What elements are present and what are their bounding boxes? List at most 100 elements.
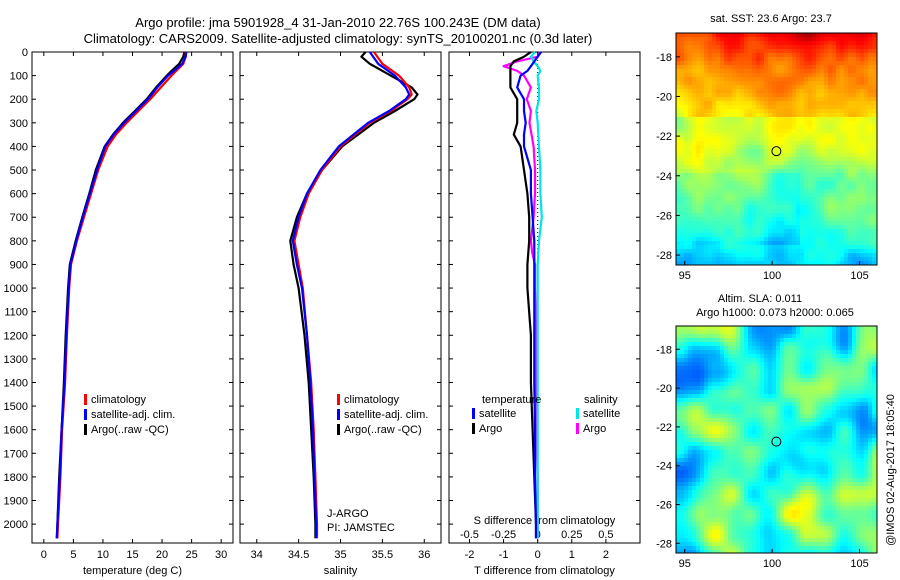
heatmap-cell [740,33,744,37]
heatmap-cell [792,169,796,173]
heatmap-cell [824,378,828,382]
heatmap-cell [836,386,840,390]
heatmap-cell [824,125,828,129]
heatmap-cell [732,53,736,57]
heatmap-cell [820,77,824,81]
heatmap-cell [680,390,684,394]
heatmap-cell [740,426,744,430]
heatmap-cell [816,157,820,161]
heatmap-cell [788,362,792,366]
heatmap-cell [856,161,860,165]
heatmap-cell [832,253,836,257]
sla_map-heatmap-cells [676,326,877,553]
heatmap-cell [752,37,756,41]
heatmap-cell [804,422,808,426]
heatmap-cell [768,213,772,217]
heatmap-cell [852,430,856,434]
heatmap-cell [688,354,692,358]
heatmap-cell [772,338,776,342]
heatmap-cell [760,261,764,265]
temperature-legend-label: Argo(..raw -QC) [91,424,169,436]
heatmap-cell [700,450,704,454]
heatmap-cell [768,430,772,434]
heatmap-cell [816,77,820,81]
heatmap-cell [856,141,860,145]
heatmap-cell [792,81,796,85]
heatmap-cell [832,73,836,77]
heatmap-cell [728,37,732,41]
heatmap-cell [744,438,748,442]
heatmap-cell [760,189,764,193]
heatmap-cell [708,237,712,241]
heatmap-cell [728,197,732,201]
heatmap-cell [828,161,832,165]
heatmap-cell [848,105,852,109]
heatmap-cell [704,181,708,185]
heatmap-cell [820,386,824,390]
heatmap-cell [832,213,836,217]
heatmap-cell [796,125,800,129]
heatmap-cell [776,374,780,378]
heatmap-cell [812,326,816,330]
heatmap-cell [788,189,792,193]
heatmap-cell [776,338,780,342]
heatmap-cell [760,37,764,41]
heatmap-cell [812,133,816,137]
heatmap-cell [836,253,840,257]
heatmap-cell [752,57,756,61]
heatmap-cell [840,137,844,141]
heatmap-cell [872,362,876,366]
heatmap-cell [676,185,680,189]
heatmap-cell [736,454,740,458]
heatmap-cell [872,358,876,362]
heatmap-cell [732,422,736,426]
heatmap-cell [712,394,716,398]
heatmap-cell [768,61,772,65]
heatmap-cell [768,245,772,249]
heatmap-cell [696,177,700,181]
heatmap-cell [736,430,740,434]
heatmap-cell [716,398,720,402]
heatmap-cell [824,77,828,81]
heatmap-cell [700,53,704,57]
heatmap-cell [820,85,824,89]
heatmap-cell [708,402,712,406]
heatmap-cell [852,378,856,382]
heatmap-cell [692,145,696,149]
heatmap-cell [816,374,820,378]
heatmap-cell [732,334,736,338]
heatmap-cell [852,454,856,458]
heatmap-cell [844,261,848,265]
heatmap-cell [844,398,848,402]
heatmap-cell [676,394,680,398]
heatmap-cell [764,141,768,145]
heatmap-cell [696,342,700,346]
heatmap-cell [676,382,680,386]
heatmap-cell [796,149,800,153]
heatmap-cell [848,410,852,414]
heatmap-cell [732,221,736,225]
heatmap-cell [788,85,792,89]
heatmap-cell [812,249,816,253]
heatmap-cell [680,402,684,406]
heatmap-cell [708,346,712,350]
heatmap-cell [676,173,680,177]
heatmap-cell [824,137,828,141]
heatmap-cell [800,426,804,430]
heatmap-cell [764,245,768,249]
heatmap-cell [788,446,792,450]
heatmap-cell [712,125,716,129]
heatmap-cell [760,438,764,442]
heatmap-cell [696,173,700,177]
heatmap-cell [740,422,744,426]
heatmap-cell [728,113,732,117]
heatmap-cell [728,326,732,330]
heatmap-cell [712,358,716,362]
heatmap-cell [828,213,832,217]
heatmap-cell [832,233,836,237]
heatmap-cell [740,189,744,193]
heatmap-cell [844,93,848,97]
heatmap-cell [824,253,828,257]
heatmap-cell [688,209,692,213]
heatmap-cell [772,81,776,85]
